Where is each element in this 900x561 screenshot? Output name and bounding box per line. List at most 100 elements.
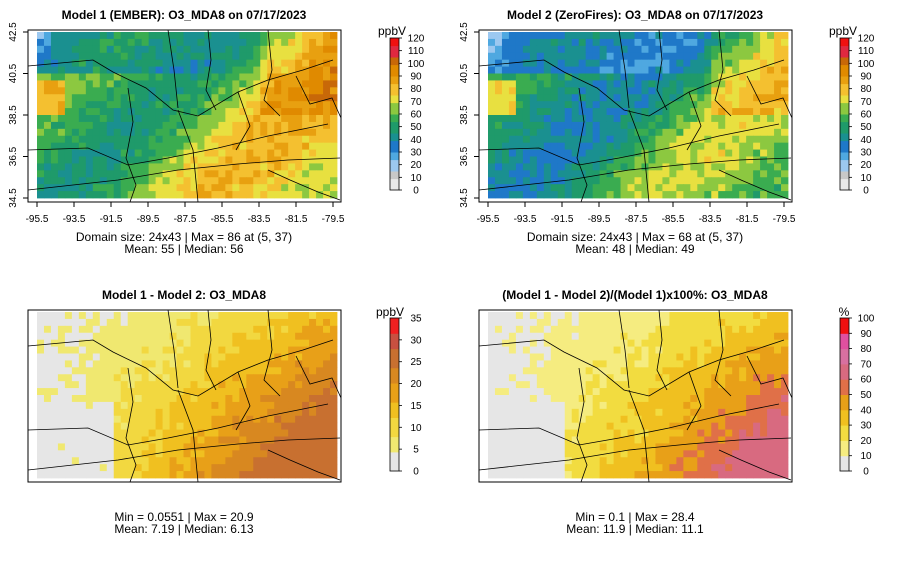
colorbar-segment (390, 57, 399, 62)
grid-cell (309, 464, 317, 472)
grid-cell (274, 184, 282, 192)
grid-cell (267, 115, 275, 123)
grid-cell (99, 471, 108, 479)
grid-cell (508, 128, 517, 137)
grid-cell (57, 422, 66, 430)
grid-cell (690, 80, 698, 88)
grid-cell (697, 80, 705, 88)
stats-line1: Min = 0.0551 | Max = 20.9 (114, 510, 254, 524)
grid-cell (529, 429, 538, 437)
grid-cell (232, 325, 240, 334)
grid-cell (78, 464, 87, 472)
grid-cell (295, 374, 303, 382)
grid-cell (620, 422, 628, 430)
grid-cell (550, 52, 559, 61)
grid-cell (578, 163, 587, 171)
grid-cell (774, 170, 782, 178)
grid-cell (781, 388, 789, 396)
grid-cell (732, 395, 740, 403)
grid-cell (564, 408, 573, 417)
grid-cell (274, 149, 282, 157)
grid-cell (599, 32, 608, 40)
grid-cell (697, 45, 705, 54)
grid-cell (71, 471, 80, 479)
grid-cell (120, 45, 129, 54)
grid-cell (613, 73, 621, 81)
grid-cell (246, 346, 254, 354)
grid-cell (536, 149, 545, 157)
grid-cell (599, 325, 608, 334)
grid-cell (571, 388, 580, 396)
grid-cell (697, 353, 705, 361)
grid-cell (330, 457, 338, 465)
grid-cell (725, 128, 733, 137)
grid-cell (225, 87, 233, 95)
grid-cell (683, 184, 691, 192)
grid-cell (92, 101, 101, 109)
grid-cell (155, 80, 163, 88)
grid-cell (127, 32, 136, 40)
grid-cell (515, 142, 524, 150)
grid-cell (85, 381, 94, 389)
x-tick-label: -81.5 (285, 214, 308, 225)
grid-cell (592, 360, 601, 368)
grid-cell (316, 408, 324, 417)
grid-cell (732, 429, 740, 437)
grid-cell (267, 156, 275, 164)
grid-cell (634, 38, 642, 47)
grid-cell (260, 450, 268, 458)
grid-cell (648, 32, 656, 40)
grid-cell (190, 443, 198, 451)
grid-cell (641, 401, 649, 410)
grid-cell (536, 450, 545, 458)
grid-cell (620, 163, 628, 171)
grid-cell (99, 339, 108, 347)
grid-cell (330, 80, 338, 88)
grid-cell (225, 32, 233, 40)
colorbar-segment (840, 60, 849, 66)
colorbar-segment (390, 45, 399, 50)
grid-cell (571, 177, 580, 185)
grid-cell (85, 325, 94, 334)
grid-cell (529, 32, 538, 40)
grid-cell (253, 184, 261, 192)
grid-cell (494, 108, 503, 116)
grid-cell (309, 415, 317, 424)
grid-cell (295, 339, 303, 347)
grid-cell (522, 408, 531, 417)
grid-cell (585, 163, 594, 171)
grid-cell (120, 422, 129, 430)
grid-cell (330, 346, 338, 354)
grid-cell (302, 115, 310, 123)
grid-cell (494, 339, 503, 347)
grid-cell (753, 367, 761, 375)
grid-cell (662, 332, 670, 341)
colorbar-tick-label: 0 (863, 467, 869, 478)
grid-cell (295, 170, 303, 178)
grid-cell (71, 332, 80, 341)
grid-cell (529, 52, 538, 61)
grid-cell (204, 464, 212, 472)
grid-cell (578, 339, 587, 347)
grid-cell (746, 408, 754, 417)
grid-cell (120, 401, 129, 410)
grid-cell (99, 128, 108, 137)
grid-cell (536, 415, 545, 424)
grid-cell (162, 59, 170, 67)
grid-cell (571, 32, 580, 40)
grid-cell (676, 32, 684, 40)
grid-cell (204, 429, 212, 437)
grid-cell (606, 73, 614, 81)
grid-cell (99, 59, 108, 67)
grid-cell (253, 128, 261, 137)
grid-cell (309, 32, 317, 40)
grid-cell (781, 415, 789, 424)
grid-cell (43, 415, 52, 424)
grid-cell (281, 38, 289, 47)
grid-cell (211, 66, 219, 74)
grid-cell (508, 142, 517, 150)
grid-cell (99, 346, 108, 354)
grid-cell (141, 401, 150, 410)
grid-cell (225, 38, 233, 47)
grid-cell (641, 360, 649, 368)
